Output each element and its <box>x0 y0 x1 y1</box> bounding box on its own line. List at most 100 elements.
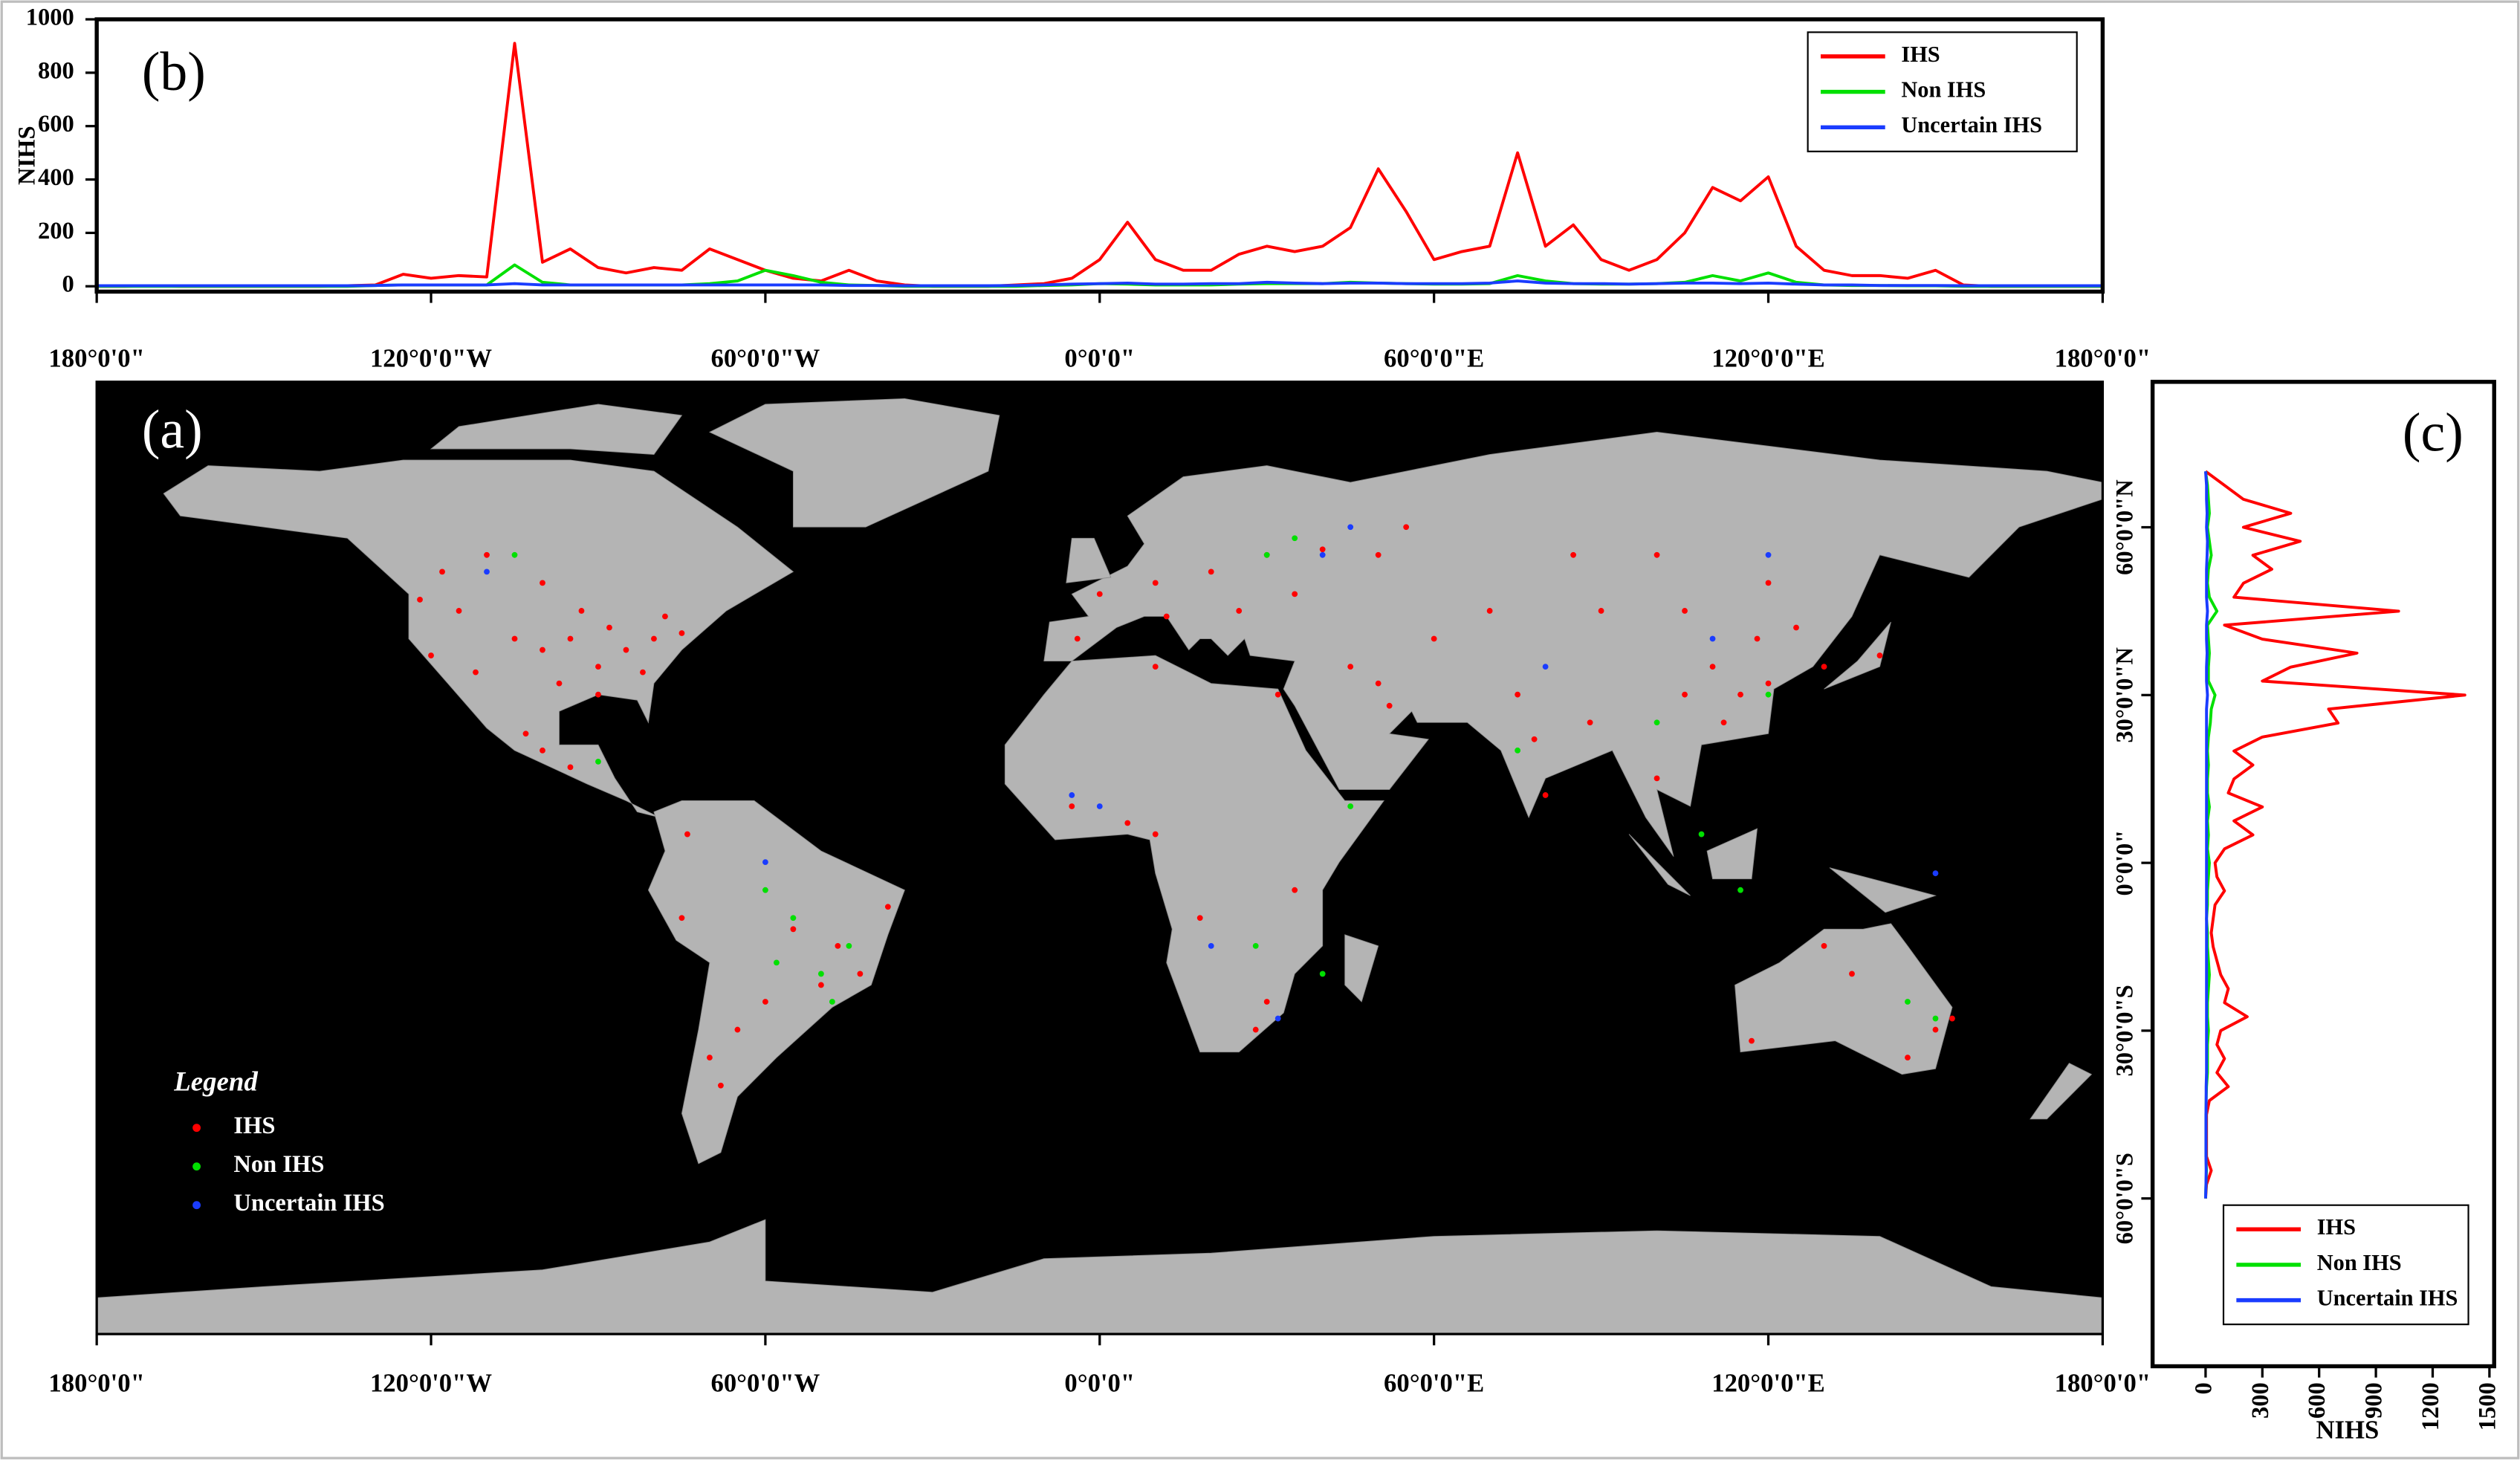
x-tick-label: 0 <box>2190 1382 2217 1394</box>
site-point <box>1570 551 1577 558</box>
x-axis-label: NIHS <box>2316 1415 2379 1444</box>
land <box>1004 655 1385 1053</box>
land <box>2030 1063 2093 1120</box>
land <box>430 404 683 455</box>
site-point <box>1653 551 1660 558</box>
site-point <box>1096 803 1103 809</box>
y-tick-label: 30°0'0"N <box>2111 647 2138 743</box>
site-point <box>484 551 490 558</box>
site-point <box>1709 664 1716 670</box>
legend-label: Uncertain IHS <box>1901 112 2042 137</box>
site-point <box>762 887 768 893</box>
land <box>1829 867 1937 913</box>
site-point <box>1486 608 1493 614</box>
legend-marker <box>192 1201 201 1210</box>
site-point <box>1347 803 1354 809</box>
site-point <box>1598 608 1604 614</box>
site-point <box>1124 820 1131 826</box>
site-point <box>1375 680 1382 687</box>
site-point <box>790 926 797 933</box>
site-point <box>595 758 601 765</box>
site-point <box>1932 1026 1939 1033</box>
x-tick-label: 120°0'0"E <box>1711 344 1825 373</box>
x-tick-label: 600 <box>2304 1382 2330 1419</box>
y-axis-label: NIHS <box>14 126 41 185</box>
site-point <box>1196 915 1203 921</box>
x-tick-label: 180°0'0" <box>2055 344 2151 373</box>
y-tick-label: 1000 <box>26 4 74 30</box>
site-point <box>1765 580 1772 586</box>
legend-label: Non IHS <box>1901 77 1986 103</box>
site-point <box>1765 551 1772 558</box>
site-point <box>1319 551 1326 558</box>
site-point <box>1720 719 1727 726</box>
legend-marker <box>192 1162 201 1171</box>
site-point <box>1163 613 1170 620</box>
site-point <box>1319 546 1326 553</box>
site-point <box>884 904 891 910</box>
site-point <box>556 680 563 687</box>
y-tick-label: 800 <box>38 57 74 84</box>
site-point <box>1905 999 1911 1005</box>
panel-label: (a) <box>142 398 203 459</box>
site-point <box>734 1026 741 1033</box>
site-point <box>1542 792 1549 798</box>
site-point <box>1905 1055 1911 1061</box>
x-tick-label: 300 <box>2247 1382 2274 1419</box>
panel-label: (c) <box>2403 402 2464 463</box>
site-point <box>1754 635 1761 642</box>
site-point <box>1515 691 1521 698</box>
site-point <box>829 999 835 1005</box>
site-point <box>1074 635 1081 642</box>
site-point <box>1292 535 1298 542</box>
site-point <box>1263 551 1270 558</box>
land <box>163 459 794 818</box>
site-point <box>1236 608 1243 614</box>
site-point <box>1876 652 1883 658</box>
site-point <box>1252 1026 1259 1033</box>
legend-title: Legend <box>173 1066 258 1097</box>
site-point <box>1347 524 1354 531</box>
x-tick-label: 0°0'0" <box>1064 344 1135 373</box>
land <box>1066 537 1112 583</box>
legend-label: Non IHS <box>2317 1250 2402 1275</box>
y-tick-label: 60°0'0"S <box>2111 1153 2138 1244</box>
site-point <box>1515 747 1521 754</box>
site-point <box>1749 1037 1755 1044</box>
legend-label: IHS <box>233 1112 275 1139</box>
site-point <box>846 942 852 949</box>
x-tick-label: 60°0'0"W <box>711 344 820 373</box>
site-point <box>1403 524 1410 531</box>
site-point <box>540 747 545 754</box>
series-line <box>2203 471 2209 1199</box>
site-point <box>1682 608 1688 614</box>
site-point <box>1587 719 1593 726</box>
legend-label: IHS <box>2317 1214 2356 1240</box>
site-point <box>817 971 824 977</box>
site-point <box>595 691 601 698</box>
site-point <box>1375 551 1382 558</box>
site-point <box>1653 775 1660 782</box>
site-point <box>1292 591 1298 597</box>
x-tick-label: 180°0'0" <box>48 1368 144 1397</box>
land <box>647 800 905 1164</box>
site-point <box>762 999 768 1005</box>
site-point <box>1531 736 1538 742</box>
site-point <box>1821 664 1827 670</box>
x-tick-label: 60°0'0"E <box>1384 344 1484 373</box>
x-tick-label: 60°0'0"W <box>711 1368 820 1397</box>
site-point <box>857 971 864 977</box>
site-point <box>1386 702 1393 709</box>
y-tick-label: 0°0'0" <box>2111 830 2138 896</box>
site-point <box>522 730 529 737</box>
y-tick-label: 60°0'0"N <box>2111 479 2138 575</box>
site-point <box>473 669 479 676</box>
site-point <box>1793 624 1799 631</box>
site-point <box>1653 719 1660 726</box>
x-tick-label: 120°0'0"W <box>370 1368 492 1397</box>
x-tick-label: 60°0'0"E <box>1384 1368 1484 1397</box>
site-point <box>1765 691 1772 698</box>
site-point <box>1152 664 1159 670</box>
land <box>1344 934 1379 1002</box>
land <box>1706 828 1758 880</box>
